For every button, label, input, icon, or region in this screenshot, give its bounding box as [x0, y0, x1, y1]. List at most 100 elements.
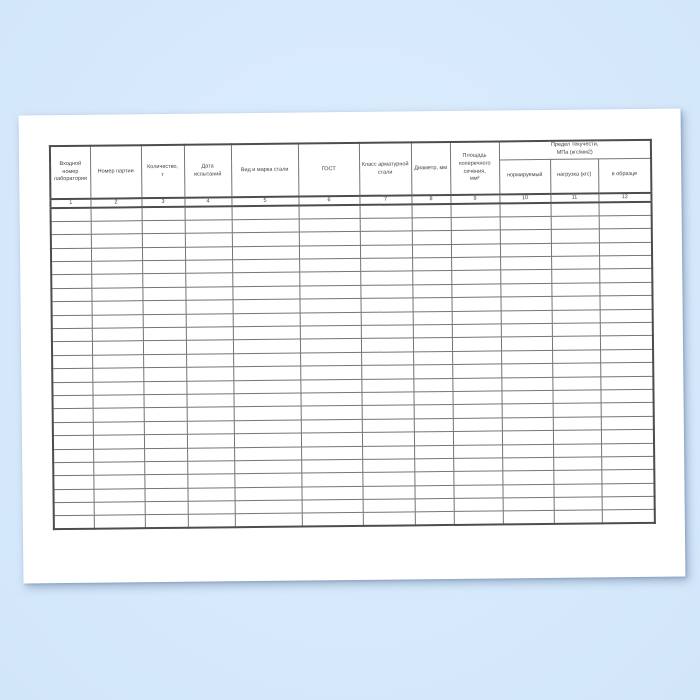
empty-data-cell — [598, 201, 652, 216]
empty-data-cell — [501, 403, 553, 418]
registration-table: Входной номер лаборатории Номер партии К… — [48, 138, 656, 531]
empty-data-cell — [232, 312, 300, 327]
empty-data-cell — [453, 457, 503, 472]
empty-data-cell — [601, 509, 655, 524]
empty-data-cell — [185, 286, 233, 301]
empty-data-cell — [450, 216, 500, 231]
empty-data-cell — [142, 313, 186, 328]
empty-data-cell — [599, 255, 653, 270]
empty-data-cell — [411, 217, 451, 232]
empty-data-cell — [185, 340, 234, 355]
empty-data-cell — [360, 284, 413, 299]
empty-data-cell — [412, 270, 452, 285]
empty-data-cell — [552, 403, 601, 418]
empty-data-cell — [92, 367, 144, 382]
empty-data-cell — [552, 430, 602, 444]
empty-data-cell — [360, 298, 413, 313]
empty-data-cell — [360, 257, 413, 272]
empty-data-cell — [185, 326, 233, 341]
empty-data-cell — [93, 488, 145, 503]
col-number-1: 1 — [50, 198, 91, 209]
empty-data-cell — [599, 295, 653, 310]
empty-data-cell — [233, 419, 301, 434]
empty-data-cell — [600, 362, 654, 377]
empty-data-cell — [144, 461, 188, 475]
empty-data-cell — [362, 485, 415, 500]
empty-data-cell — [361, 431, 415, 446]
empty-data-cell — [453, 484, 503, 499]
empty-data-cell — [143, 380, 187, 395]
empty-data-cell — [502, 470, 554, 485]
empty-data-cell — [502, 443, 554, 458]
empty-data-cell — [298, 231, 360, 246]
empty-data-cell — [552, 389, 601, 404]
col-header-batch-number: Номер партии — [89, 145, 142, 199]
empty-data-cell — [452, 364, 502, 379]
empty-data-cell — [500, 256, 552, 271]
empty-data-cell — [553, 470, 602, 485]
empty-data-cell — [92, 394, 144, 409]
empty-data-cell — [299, 338, 362, 353]
empty-data-cell — [53, 448, 94, 463]
empty-data-cell — [50, 221, 91, 235]
empty-data-cell — [413, 378, 453, 392]
empty-data-cell — [233, 393, 301, 408]
empty-data-cell — [50, 247, 92, 262]
empty-data-cell — [91, 314, 143, 329]
empty-data-cell — [453, 444, 503, 459]
empty-data-cell — [499, 216, 551, 231]
empty-data-cell — [501, 350, 553, 365]
empty-data-cell — [551, 322, 600, 337]
empty-data-cell — [144, 514, 188, 529]
empty-data-cell — [51, 274, 92, 289]
col-header-load: нагрузка (кгс) — [550, 158, 599, 194]
empty-data-cell — [551, 296, 600, 311]
empty-data-cell — [234, 500, 302, 515]
empty-data-cell — [414, 458, 454, 473]
empty-data-cell — [301, 445, 363, 460]
empty-data-cell — [499, 229, 551, 244]
empty-data-cell — [414, 485, 454, 499]
empty-data-cell — [552, 376, 601, 391]
empty-data-cell — [231, 245, 300, 260]
empty-data-cell — [452, 377, 502, 392]
empty-data-cell — [553, 483, 602, 498]
empty-data-cell — [362, 498, 415, 513]
empty-data-cell — [361, 418, 414, 433]
empty-data-cell — [553, 496, 602, 511]
empty-data-cell — [50, 234, 91, 249]
col-header-test-date: Дата испытаний — [183, 144, 232, 198]
empty-data-cell — [301, 459, 363, 474]
empty-data-cell — [500, 269, 552, 284]
empty-data-cell — [301, 512, 363, 527]
empty-data-cell — [234, 473, 302, 488]
empty-data-cell — [90, 220, 142, 235]
empty-data-cell — [500, 310, 552, 324]
empty-data-cell — [599, 268, 653, 283]
empty-data-cell — [499, 243, 552, 258]
empty-data-cell — [232, 259, 300, 274]
table-header: Входной номер лаборатории Номер партии К… — [49, 139, 652, 209]
empty-data-cell — [500, 336, 553, 351]
empty-data-cell — [185, 313, 233, 328]
empty-data-cell — [232, 339, 301, 354]
empty-data-cell — [501, 376, 553, 391]
empty-data-cell — [551, 269, 600, 284]
empty-data-cell — [93, 501, 145, 516]
empty-data-cell — [359, 217, 412, 232]
empty-data-cell — [412, 284, 452, 299]
empty-data-cell — [501, 390, 553, 405]
empty-data-cell — [142, 340, 187, 355]
empty-data-cell — [360, 324, 413, 339]
empty-data-cell — [412, 311, 452, 325]
empty-data-cell — [499, 202, 551, 217]
empty-data-cell — [451, 323, 501, 338]
empty-data-cell — [599, 322, 653, 337]
empty-data-cell — [550, 215, 599, 230]
empty-data-cell — [93, 474, 145, 489]
col-number-8: 8 — [411, 194, 451, 205]
empty-data-cell — [53, 475, 94, 490]
empty-data-cell — [141, 220, 185, 234]
empty-data-cell — [51, 314, 92, 329]
